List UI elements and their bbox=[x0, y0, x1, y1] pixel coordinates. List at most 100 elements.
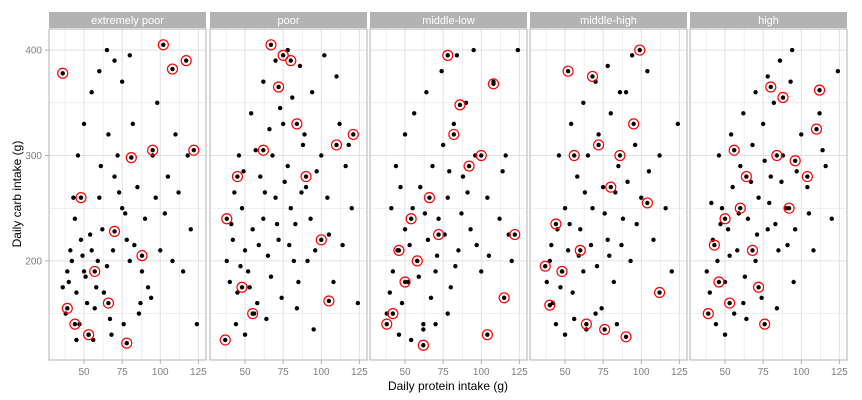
data-point bbox=[95, 258, 100, 264]
data-point bbox=[81, 269, 87, 274]
data-point bbox=[72, 321, 78, 327]
data-point bbox=[72, 216, 78, 221]
data-point bbox=[145, 285, 151, 290]
data-point bbox=[565, 68, 571, 74]
data-point bbox=[788, 79, 793, 84]
data-point bbox=[732, 311, 737, 316]
highlighted-point-ring bbox=[487, 78, 500, 90]
data-point bbox=[224, 258, 229, 264]
data-point bbox=[645, 68, 650, 74]
data-point bbox=[628, 258, 633, 264]
facet-panel-extremely-poor: extremely poor 50 75 100 125 bbox=[48, 12, 207, 378]
data-point bbox=[264, 316, 269, 322]
data-point bbox=[191, 148, 197, 153]
facet-strip-label: middle-high bbox=[580, 15, 637, 27]
highlighted-point-ring bbox=[69, 318, 81, 330]
data-point bbox=[241, 169, 246, 174]
highlighted-point-ring bbox=[417, 339, 429, 351]
panel-background bbox=[530, 29, 687, 360]
data-point bbox=[155, 100, 160, 105]
data-point bbox=[325, 195, 330, 200]
data-point bbox=[127, 53, 132, 58]
highlighted-point-ring bbox=[550, 218, 562, 230]
data-point bbox=[460, 174, 466, 179]
data-point bbox=[773, 221, 778, 227]
data-point bbox=[732, 148, 737, 153]
data-point bbox=[762, 321, 767, 327]
data-point bbox=[288, 58, 293, 63]
highlighted-point-ring bbox=[330, 139, 343, 151]
data-point bbox=[646, 169, 652, 174]
highlighted-point-ring bbox=[136, 250, 148, 262]
data-point bbox=[820, 148, 825, 153]
highlighted-point-ring bbox=[188, 144, 200, 156]
highlighted-point-ring bbox=[789, 155, 801, 167]
facet-strip-label: extremely poor bbox=[91, 15, 164, 27]
data-point bbox=[308, 216, 313, 221]
highlighted-point-ring bbox=[628, 118, 640, 130]
data-point bbox=[80, 253, 85, 258]
highlighted-point-ring bbox=[166, 63, 179, 75]
data-point bbox=[611, 279, 617, 285]
data-point bbox=[756, 195, 761, 200]
highlighted-point-ring bbox=[347, 128, 359, 141]
data-point bbox=[581, 269, 586, 274]
data-point bbox=[100, 227, 105, 232]
highlighted-point-ring bbox=[746, 244, 759, 256]
facet-strip-label: poor bbox=[277, 15, 299, 27]
data-point bbox=[471, 47, 476, 53]
data-point bbox=[418, 184, 423, 190]
data-point bbox=[779, 179, 784, 185]
data-point bbox=[132, 242, 137, 248]
data-point bbox=[303, 184, 309, 190]
data-point bbox=[799, 132, 804, 137]
data-point bbox=[792, 227, 798, 232]
data-point bbox=[786, 206, 792, 211]
data-point bbox=[767, 200, 772, 206]
data-point bbox=[421, 343, 426, 348]
data-point bbox=[715, 258, 720, 264]
data-point bbox=[65, 269, 70, 274]
highlighted-point-ring bbox=[544, 299, 556, 311]
data-point bbox=[771, 100, 777, 105]
data-point bbox=[596, 132, 601, 137]
data-point bbox=[479, 153, 484, 158]
data-point bbox=[594, 263, 600, 269]
data-point bbox=[549, 242, 554, 248]
data-point bbox=[433, 321, 438, 327]
data-point bbox=[608, 111, 613, 116]
data-point bbox=[440, 142, 446, 148]
data-point bbox=[590, 74, 595, 79]
data-point bbox=[258, 174, 263, 179]
panel-background bbox=[690, 29, 847, 360]
x-axis-label: Daily protein intake (g) bbox=[388, 379, 508, 393]
data-point bbox=[835, 68, 841, 74]
panel-background bbox=[370, 29, 527, 360]
panel-background bbox=[49, 29, 206, 360]
facet-panel-high: high 50 75 100 125 bbox=[689, 12, 848, 378]
data-point bbox=[104, 263, 110, 269]
data-point bbox=[744, 316, 749, 322]
data-point bbox=[104, 47, 110, 53]
highlighted-point-ring bbox=[236, 281, 248, 293]
x-tick-label: 75 bbox=[598, 367, 610, 378]
data-point bbox=[124, 237, 129, 243]
data-point bbox=[116, 190, 122, 195]
data-point bbox=[248, 111, 254, 116]
data-point bbox=[430, 163, 435, 169]
data-point bbox=[136, 311, 142, 316]
data-point bbox=[233, 321, 239, 327]
data-point bbox=[515, 47, 521, 53]
highlighted-point-ring bbox=[813, 84, 826, 96]
data-point bbox=[632, 142, 638, 148]
highlighted-point-ring bbox=[734, 202, 746, 214]
data-point bbox=[119, 79, 125, 84]
highlighted-point-ring bbox=[89, 265, 101, 278]
x-tick-label: 75 bbox=[278, 367, 290, 378]
highlighted-point-ring bbox=[387, 308, 399, 320]
highlighted-point-ring bbox=[810, 123, 823, 135]
highlighted-point-ring bbox=[454, 99, 466, 111]
data-point bbox=[326, 232, 332, 237]
data-point bbox=[707, 290, 713, 295]
